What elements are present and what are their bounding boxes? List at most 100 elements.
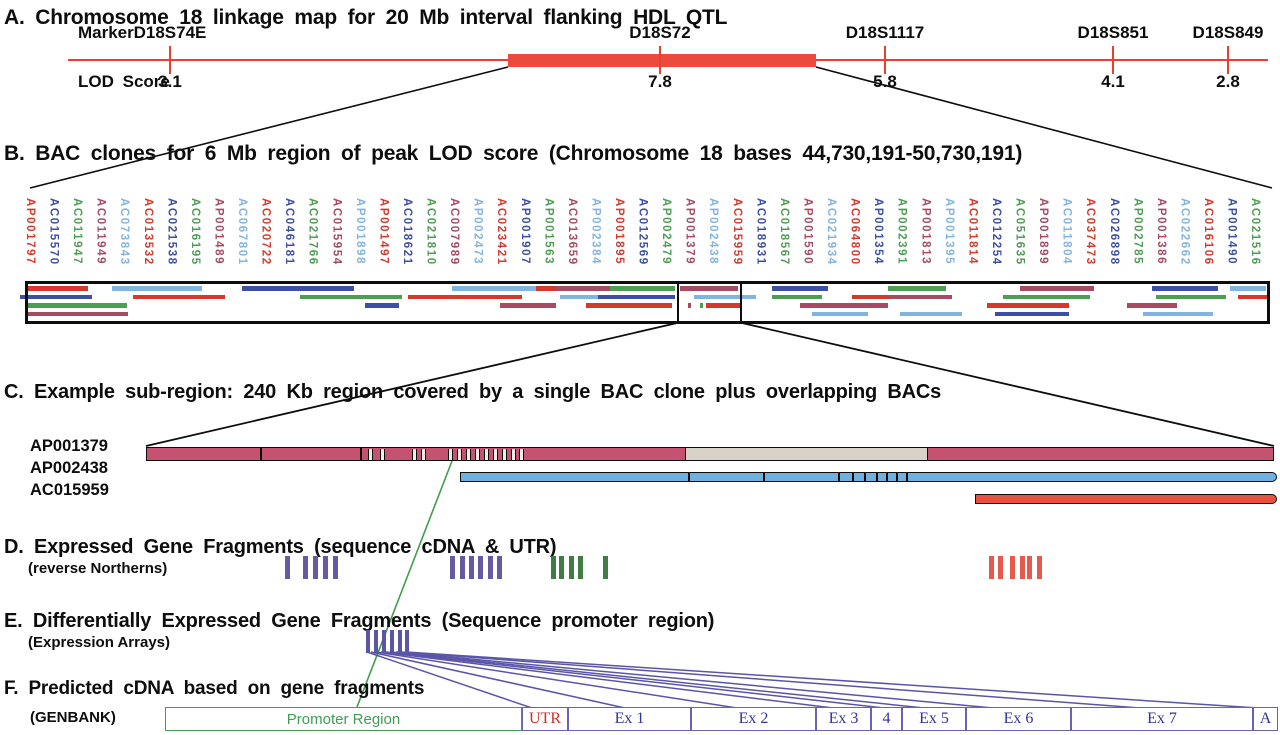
bac-tiling-box bbox=[25, 281, 1270, 324]
bac-clone-label: AC015570 bbox=[47, 198, 60, 266]
gene-fragment-tick bbox=[1027, 556, 1032, 579]
diff-expressed-tick bbox=[382, 630, 386, 653]
bac-tiling-segment bbox=[812, 311, 868, 316]
cdna-box-utr: UTR bbox=[522, 707, 568, 731]
marker-tick bbox=[1227, 46, 1229, 74]
cdna-box-a: A bbox=[1253, 707, 1278, 731]
bac-clone-label: AC064800 bbox=[848, 198, 861, 266]
lod-value: 2.8 bbox=[1216, 72, 1240, 91]
bac-tiling-segment bbox=[452, 294, 522, 299]
marker-name: D18S1117 bbox=[845, 23, 925, 42]
connector-line bbox=[145, 322, 678, 447]
bac-tiling-segment bbox=[365, 303, 399, 308]
bar-white-cell bbox=[457, 448, 462, 460]
bac-clone-label: AP001490 bbox=[1225, 198, 1238, 266]
bar-tick bbox=[838, 473, 840, 481]
bac-clone-label: AC016195 bbox=[188, 198, 201, 266]
connector-line bbox=[370, 651, 626, 709]
cdna-box-ex-6: Ex 6 bbox=[966, 707, 1071, 731]
bac-clone-label: AC016106 bbox=[1202, 198, 1214, 266]
gene-fragment-tick bbox=[551, 556, 556, 579]
cdna-box-ex-2: Ex 2 bbox=[691, 707, 816, 731]
bar-divider bbox=[260, 448, 262, 460]
bac-tiling-segment bbox=[1238, 294, 1268, 299]
bac-clone-label: AP001563 bbox=[542, 198, 555, 266]
panel-f-title: F. Predicted cDNA based on gene fragment… bbox=[4, 678, 425, 699]
bac-clone-label: AC046181 bbox=[283, 198, 296, 266]
connector-line bbox=[385, 651, 885, 709]
bac-clone-label: AP002473 bbox=[471, 198, 484, 266]
gene-fragment-tick bbox=[469, 556, 474, 579]
bac-tiling-segment bbox=[1003, 294, 1090, 299]
bac-clone-label: AP001386 bbox=[1154, 198, 1167, 266]
bar-white-cell bbox=[448, 448, 453, 460]
connector-line bbox=[400, 651, 1141, 709]
gene-fragment-tick bbox=[478, 556, 483, 579]
connector-line bbox=[815, 66, 1273, 189]
bac-clone-label: AC021538 bbox=[165, 198, 178, 266]
panel-a-title: A. Chromosome 18 linkage map for 20 Mb i… bbox=[4, 6, 728, 29]
bar-white-cell bbox=[380, 448, 385, 460]
bac-tiling-segment bbox=[300, 294, 402, 299]
bar-tick bbox=[688, 473, 690, 481]
lod-value: 4.1 bbox=[1101, 72, 1125, 91]
bac-tiling-segment bbox=[1230, 286, 1266, 291]
bac-clone-label: AC011947 bbox=[71, 198, 84, 266]
bac-tiling-segment bbox=[1152, 286, 1218, 291]
bac-clone-label: AP001590 bbox=[801, 198, 814, 266]
bac-tiling-segment bbox=[694, 294, 756, 299]
bac-tiling-segment bbox=[242, 286, 354, 291]
bac-tiling-segment bbox=[890, 294, 952, 299]
connector-line bbox=[356, 460, 453, 708]
bar-tick bbox=[906, 473, 908, 481]
connector-line bbox=[29, 66, 509, 189]
gene-fragment-tick bbox=[559, 556, 564, 579]
marker-tick bbox=[659, 46, 661, 74]
bac-clone-label: AC022662 bbox=[1178, 198, 1191, 266]
bac-clone-label: AC007989 bbox=[448, 198, 461, 266]
bac-clone-label: AC037473 bbox=[1084, 198, 1097, 266]
bac-tiling-segment bbox=[408, 294, 468, 299]
bac-tiling-segment bbox=[987, 303, 1069, 308]
marker-tick bbox=[1112, 46, 1114, 74]
bac-clone-label: AC021766 bbox=[306, 198, 319, 266]
connector-line bbox=[390, 651, 925, 709]
bac-clone-label: AP001379 bbox=[683, 198, 696, 266]
bac-clone-label: AC026898 bbox=[1107, 198, 1120, 266]
bac-tiling-segment bbox=[1127, 303, 1177, 308]
bar-tick bbox=[896, 473, 898, 481]
bac-clone-label: AC015954 bbox=[330, 198, 343, 266]
cdna-box-ex-5: Ex 5 bbox=[902, 707, 966, 731]
bac-clone-label: AP002479 bbox=[660, 198, 673, 266]
cdna-box-4: 4 bbox=[871, 707, 902, 731]
bar-white-cell bbox=[421, 448, 426, 460]
bac-tiling-segment bbox=[20, 294, 92, 299]
bac-clone-label: AC012254 bbox=[989, 198, 1002, 266]
bac-tiling-segment bbox=[28, 286, 88, 291]
connector-line bbox=[380, 651, 834, 709]
bac-clone-label: AC021516 bbox=[1249, 198, 1262, 266]
connector-line bbox=[741, 322, 1275, 447]
gene-fragment-tick bbox=[1037, 556, 1042, 579]
bac-clone-label: AC018621 bbox=[400, 198, 413, 266]
gene-fragment-tick bbox=[450, 556, 455, 579]
diff-expressed-tick bbox=[366, 630, 370, 653]
bac-clone-label: AP001797 bbox=[24, 198, 36, 266]
panel-c-title: C. Example sub-region: 240 Kb region cov… bbox=[4, 381, 942, 403]
bar-white-cell bbox=[475, 448, 480, 460]
bac-tiling-segment bbox=[27, 303, 127, 308]
bac-tiling-segment bbox=[610, 286, 675, 291]
marker-row-label: Marker bbox=[78, 23, 134, 42]
bac-tiling-segment bbox=[560, 294, 614, 299]
lod-value: 5.8 bbox=[873, 72, 897, 91]
gene-fragment-tick bbox=[569, 556, 574, 579]
cdna-box-ex-7: Ex 7 bbox=[1071, 707, 1253, 731]
bac-tiling-segment bbox=[1020, 286, 1094, 291]
bar-tick bbox=[864, 473, 866, 481]
bac-clone-label: AC012569 bbox=[636, 198, 649, 266]
cdna-box-ex-3: Ex 3 bbox=[816, 707, 871, 731]
bac-tiling-segment bbox=[1156, 294, 1226, 299]
bar-tick bbox=[763, 473, 765, 481]
diff-expressed-tick bbox=[374, 630, 378, 653]
